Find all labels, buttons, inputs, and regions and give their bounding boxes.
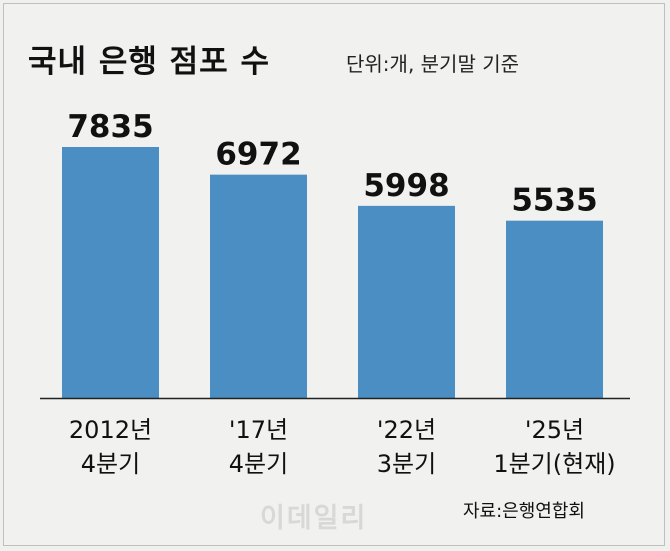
bar-2	[358, 205, 455, 398]
category-label-1-line-0: '17년	[229, 416, 288, 444]
watermark-logo: 이데일리	[260, 503, 368, 534]
category-label-3-line-0: '25년	[525, 416, 584, 444]
bar-1	[210, 174, 307, 398]
category-label-1-line-1: 4분기	[229, 450, 288, 478]
bars-group	[62, 147, 603, 398]
category-label-2-line-0: '22년	[377, 416, 436, 444]
value-label-1: 6972	[215, 137, 301, 173]
value-label-2: 5998	[363, 168, 449, 204]
unit-note: 단위:개, 분기말 기준	[346, 52, 520, 76]
category-label-2-line-1: 3분기	[377, 450, 436, 478]
category-label-0-line-0: 2012년	[69, 416, 152, 444]
category-label-0-line-1: 4분기	[81, 450, 140, 478]
chart-title: 국내 은행 점포 수	[28, 44, 271, 80]
category-label-3-line-1: 1분기(현재)	[493, 450, 615, 478]
value-label-0: 7835	[67, 109, 153, 145]
labels-group: 7835 2012년 4분기 6972 '17년 4분기 5998 '22년 3분기 5535 '2…	[67, 109, 615, 478]
source-note: 자료:은행연합회	[463, 501, 585, 522]
value-label-3: 5535	[511, 183, 597, 219]
bar-3	[506, 220, 603, 398]
bar-0	[62, 147, 159, 398]
